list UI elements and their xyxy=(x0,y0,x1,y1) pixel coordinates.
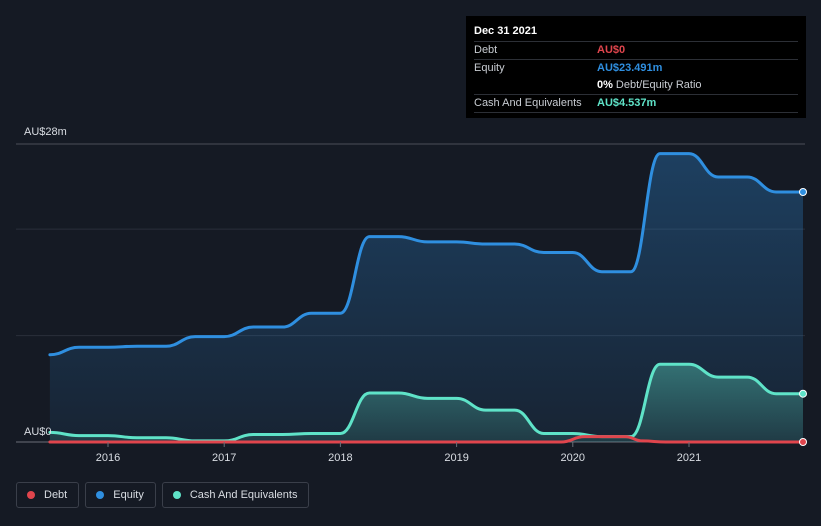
legend-debt-label: Debt xyxy=(44,489,68,501)
y-tick-label-zero: AU$0 xyxy=(24,426,52,438)
legend-item-equity[interactable]: Equity xyxy=(85,482,156,508)
tooltip-ratio-spacer xyxy=(474,77,597,94)
equity-area xyxy=(49,153,803,443)
tooltip-cash-value: AU$4.537m xyxy=(597,97,657,109)
tooltip-debt-label: Debt xyxy=(474,44,498,56)
legend-item-debt[interactable]: Debt xyxy=(16,482,80,508)
series-layer xyxy=(48,152,807,446)
legend: Debt Equity Cash And Equivalents xyxy=(16,482,310,508)
y-tick-label-max: AU$28m xyxy=(24,126,67,138)
x-tick-label: 2017 xyxy=(212,452,236,464)
tooltip-date: Dec 31 2021 xyxy=(474,25,537,37)
tooltip-ratio-value: 0% xyxy=(597,79,613,91)
tooltip-panel: Dec 31 2021 Debt AU$0 Equity AU$23.491m … xyxy=(466,16,806,118)
legend-equity-label: Equity xyxy=(113,489,144,501)
legend-cash-label: Cash And Equivalents xyxy=(189,489,298,501)
tooltip-row-ratio: 0% Debt/Equity Ratio xyxy=(474,77,798,94)
cash-and-equivalents-end-marker[interactable] xyxy=(799,389,807,398)
legend-cash-dot xyxy=(172,491,181,499)
tooltip-debt-value: AU$0 xyxy=(597,44,626,56)
equity-end-marker[interactable] xyxy=(799,187,807,196)
tooltip-equity-label: Equity xyxy=(474,62,505,74)
x-tick-label: 2019 xyxy=(444,452,468,464)
tooltip-row-debt: Debt AU$0 xyxy=(474,41,798,59)
equity-line xyxy=(48,152,805,357)
axis-layer: AU$28m AU$0 2016 2017 2018 2019 2020 2021 xyxy=(24,126,701,464)
legend-equity-dot xyxy=(96,491,105,499)
tooltip-cash-label: Cash And Equivalents xyxy=(474,97,582,109)
x-tick-label: 2021 xyxy=(677,452,701,464)
x-tick-label: 2016 xyxy=(96,452,120,464)
legend-debt-dot xyxy=(27,491,35,499)
cash-and-equivalents-line xyxy=(48,362,805,443)
tooltip-row-equity: Equity AU$23.491m xyxy=(474,59,798,77)
cash-and-equivalents-area xyxy=(49,364,803,442)
tooltip-ratio-label: Debt/Equity Ratio xyxy=(615,79,702,91)
tooltip-equity-value: AU$23.491m xyxy=(597,62,663,74)
debt-line xyxy=(48,435,805,444)
x-tick-label: 2020 xyxy=(561,452,585,464)
legend-item-cash[interactable]: Cash And Equivalents xyxy=(161,482,310,508)
debt-end-marker[interactable] xyxy=(799,438,807,446)
x-tick-label: 2018 xyxy=(328,452,352,464)
tooltip-row-cash: Cash And Equivalents AU$4.537m xyxy=(474,94,798,113)
